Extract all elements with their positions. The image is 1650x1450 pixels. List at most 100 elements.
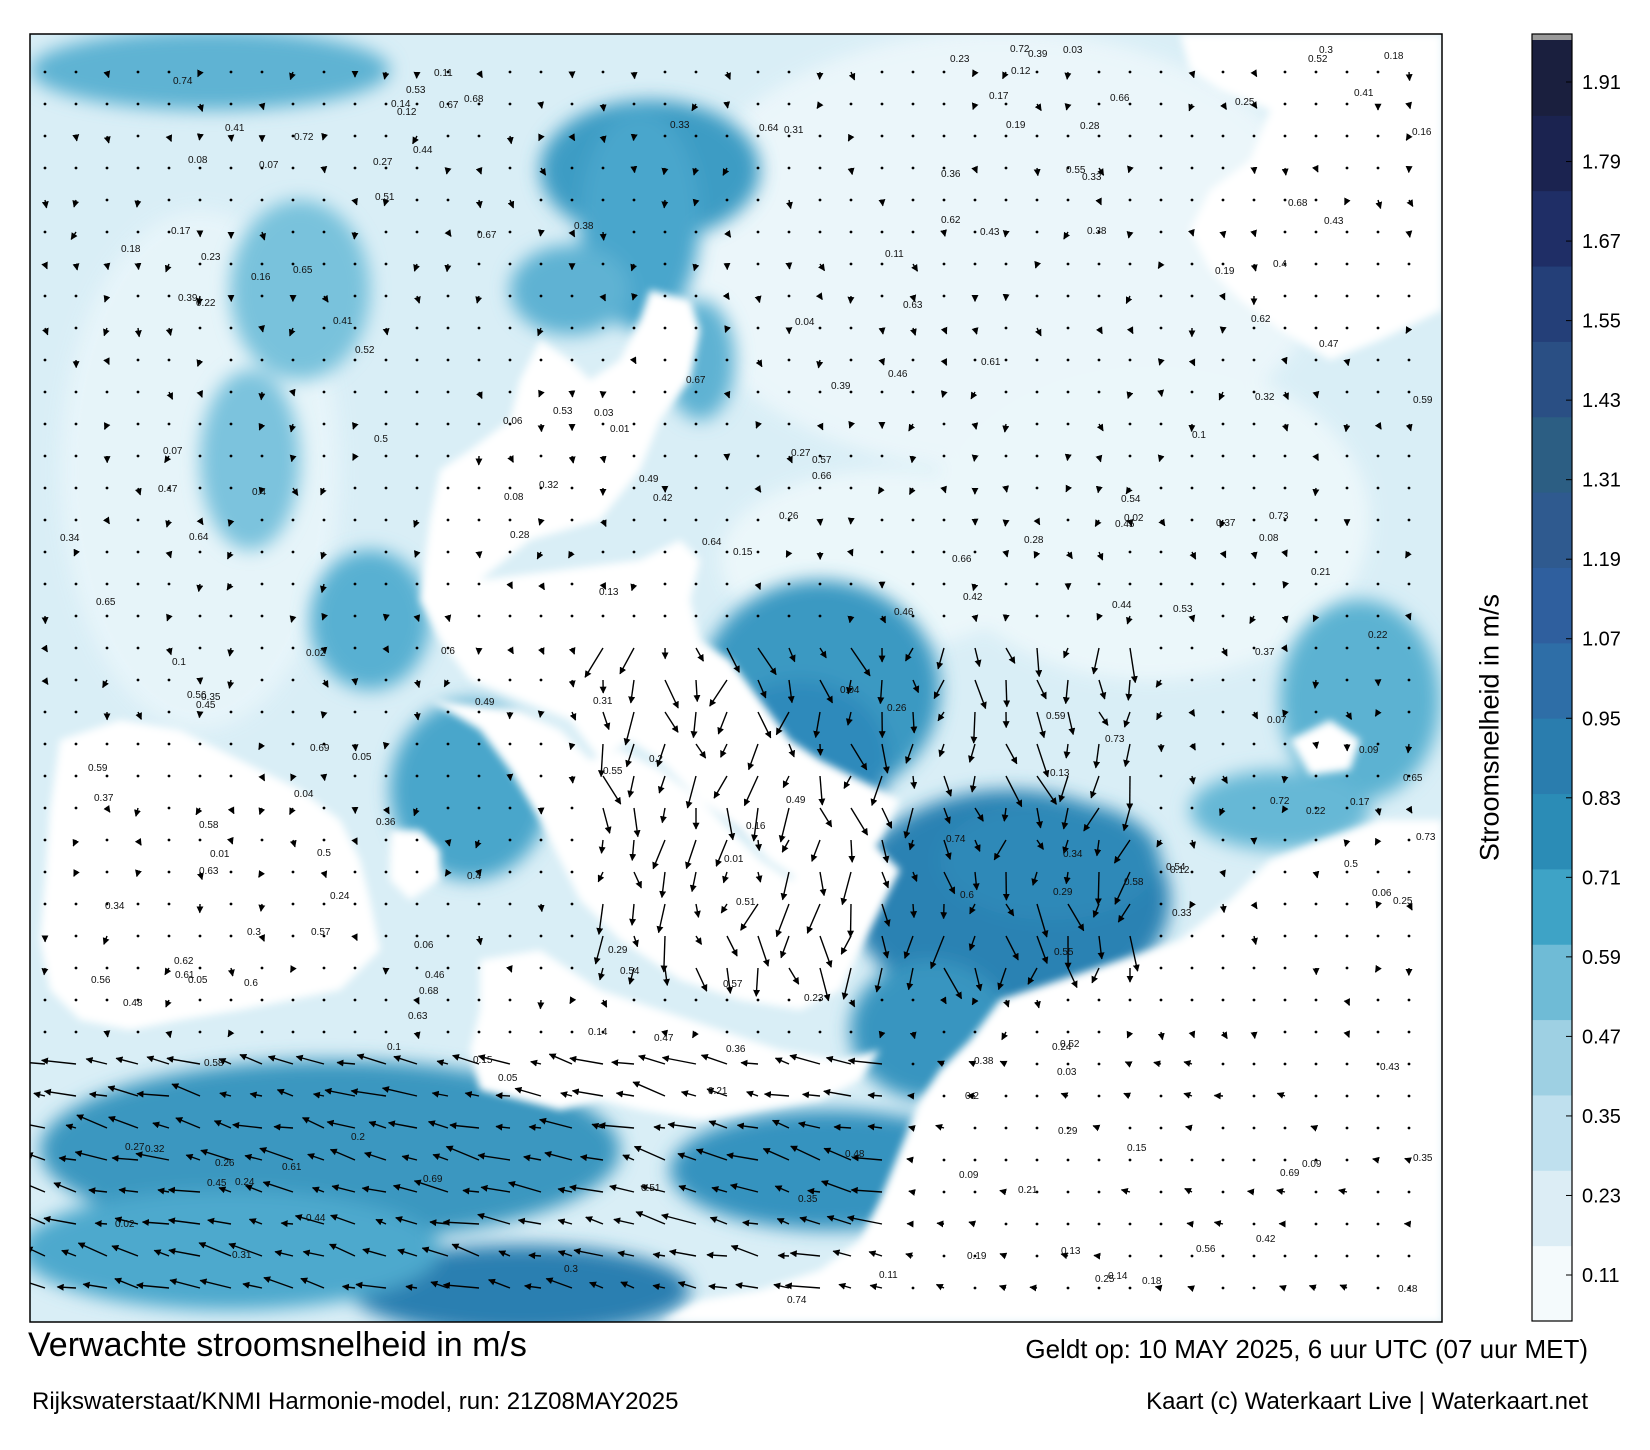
vector-dot xyxy=(1376,1190,1380,1194)
current-arrow xyxy=(816,422,824,431)
vector-dot xyxy=(1345,550,1349,554)
current-arrow xyxy=(933,679,945,700)
vector-dot xyxy=(477,134,481,138)
vector-dot xyxy=(508,742,512,746)
vector-dot xyxy=(1221,358,1225,362)
current-arrow xyxy=(30,1282,46,1289)
current-arrow xyxy=(754,485,762,493)
vector-dot xyxy=(477,710,481,714)
current-arrow xyxy=(89,1091,108,1099)
vector-dot xyxy=(105,102,109,106)
current-arrow xyxy=(1063,231,1071,240)
vector-dot xyxy=(973,230,977,234)
current-arrow xyxy=(943,967,963,1000)
current-arrow xyxy=(289,71,296,81)
vector-dot xyxy=(756,134,760,138)
vector-dot xyxy=(1314,294,1318,298)
current-arrow xyxy=(569,996,577,1005)
speed-label: 0.61 xyxy=(175,970,195,981)
vector-dot xyxy=(353,774,357,778)
vector-dot xyxy=(787,1030,791,1034)
speed-label: 0.5 xyxy=(374,434,388,445)
vector-dot xyxy=(1407,774,1411,778)
current-arrow xyxy=(693,903,701,918)
vector-dot xyxy=(539,454,543,458)
current-arrow xyxy=(1218,391,1226,401)
vector-dot xyxy=(415,454,419,458)
vector-dot xyxy=(818,486,822,490)
vector-dot xyxy=(1035,230,1039,234)
vector-dot xyxy=(1252,678,1256,682)
vector-dot xyxy=(880,998,884,1002)
vector-dot xyxy=(1221,1062,1225,1066)
vector-dot xyxy=(539,70,543,74)
vector-dot xyxy=(384,390,388,394)
current-arrow xyxy=(878,327,886,335)
current-arrow xyxy=(198,1242,232,1257)
vector-dot xyxy=(229,870,233,874)
colorbar-tick-label: 1.55 xyxy=(1582,311,1621,333)
vector-dot xyxy=(1159,646,1163,650)
current-arrow xyxy=(599,293,606,302)
vector-dot xyxy=(663,262,667,266)
vector-dot xyxy=(136,390,140,394)
current-arrow xyxy=(695,935,703,945)
current-arrow xyxy=(289,807,296,816)
vector-dot xyxy=(136,774,140,778)
current-arrow xyxy=(969,903,976,915)
land-central-south xyxy=(430,700,900,1010)
current-arrow xyxy=(1034,103,1042,112)
current-arrow xyxy=(185,1153,201,1161)
current-arrow xyxy=(103,357,110,366)
vector-dot xyxy=(663,390,667,394)
speed-label: 0.14 xyxy=(391,99,411,110)
current-arrow xyxy=(258,102,266,111)
vector-dot xyxy=(1345,1062,1349,1066)
current-arrow xyxy=(638,1054,666,1065)
speed-label: 0.24 xyxy=(235,1177,255,1188)
current-arrow xyxy=(1091,647,1100,675)
vector-dot xyxy=(198,998,202,1002)
vector-dot xyxy=(1097,294,1101,298)
vector-dot xyxy=(880,294,884,298)
current-arrow xyxy=(444,839,452,847)
vector-dot xyxy=(601,1030,605,1034)
current-arrow xyxy=(1310,1125,1319,1132)
current-arrow xyxy=(477,1152,511,1161)
speed-label: 0.05 xyxy=(498,1073,518,1084)
speed-label: 0.46 xyxy=(888,369,908,380)
vector-dot xyxy=(322,838,326,842)
vector-dot xyxy=(1035,614,1039,618)
vector-dot xyxy=(291,358,295,362)
current-arrow xyxy=(351,743,359,752)
current-arrow xyxy=(42,327,49,336)
current-arrow xyxy=(1126,391,1134,399)
vector-dot xyxy=(1283,454,1287,458)
vector-dot xyxy=(1407,1126,1411,1130)
current-arrow xyxy=(1092,903,1100,918)
vector-dot xyxy=(911,550,915,554)
speed-label: 0.53 xyxy=(1173,604,1193,615)
speed-label: 0.69 xyxy=(310,743,330,754)
speed-label: 0.04 xyxy=(294,789,314,800)
vector-dot xyxy=(1376,550,1380,554)
vector-dot xyxy=(446,390,450,394)
vector-dot xyxy=(446,806,450,810)
colorbar-tick-label: 0.35 xyxy=(1582,1106,1621,1128)
current-arrow xyxy=(1098,711,1109,726)
vector-dot xyxy=(136,134,140,138)
vector-dot xyxy=(1252,870,1256,874)
current-arrow xyxy=(288,388,296,397)
current-arrow xyxy=(164,967,172,976)
current-arrow xyxy=(548,1053,573,1065)
vector-dot xyxy=(1345,102,1349,106)
current-arrow xyxy=(906,1156,914,1164)
current-arrow xyxy=(1002,230,1010,238)
current-arrow xyxy=(711,1186,728,1193)
vector-dot xyxy=(384,774,388,778)
speed-label: 0.21 xyxy=(1311,567,1331,578)
vector-dot xyxy=(694,390,698,394)
current-arrow xyxy=(1405,101,1412,110)
current-arrow xyxy=(1002,71,1009,80)
vector-dot xyxy=(415,486,419,490)
